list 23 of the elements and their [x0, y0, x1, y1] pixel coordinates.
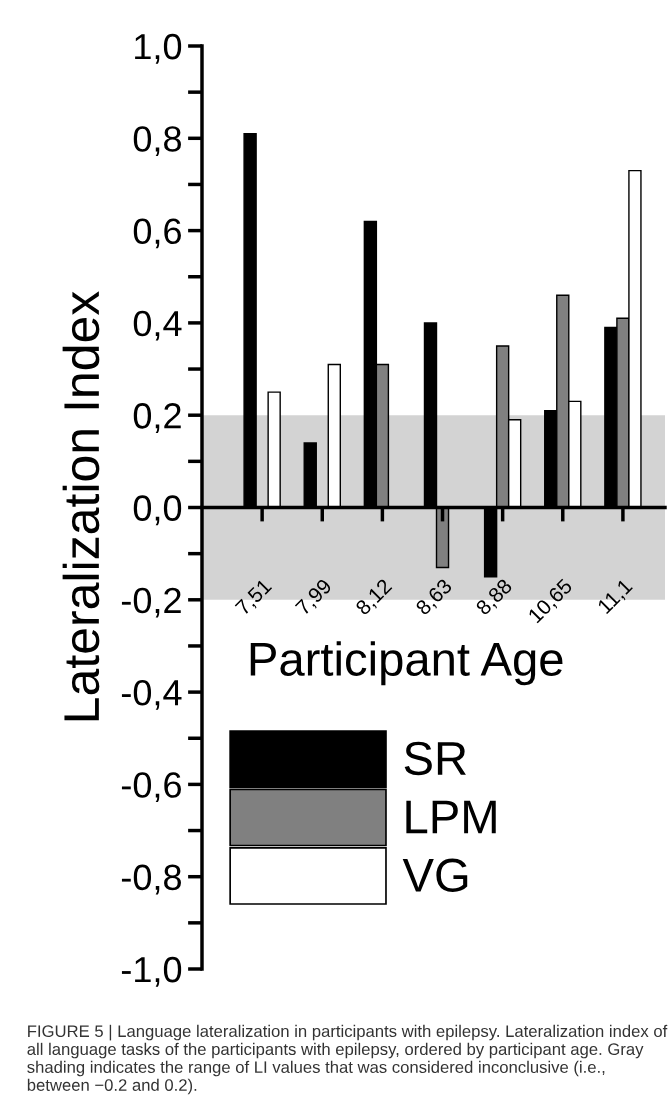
y-tick-label: 0,2 — [133, 403, 181, 433]
x-tick-label: 7,51 — [234, 578, 274, 618]
x-tick-label: 8,88 — [475, 577, 515, 618]
x-tick-label: 11,1 — [596, 578, 635, 616]
y-tick-label: -0,8 — [121, 864, 181, 895]
legend-label: VG — [402, 858, 468, 893]
legend-label: SR — [404, 741, 466, 776]
legend-label: LPM — [406, 800, 496, 834]
y-tick-label: 0,0 — [133, 495, 182, 526]
y-tick-label: -0,6 — [121, 772, 181, 803]
y-axis-title: Lateralization Index — [62, 291, 100, 721]
y-tick-label: 0,6 — [133, 218, 181, 249]
caption: FIGURE 5 | Language lateralization in participants with epilepsy. Lateralization index of all language tasks of the participants with epilepsy, ordered by participant age. Gray shading indicates the range of LI values that was considered inconclusive (i.e., between −0.2 and 0.2). — [27, 1024, 668, 1095]
y-tick-label: 0,8 — [133, 126, 181, 157]
y-tick-label: 1,0 — [135, 33, 182, 64]
x-tick-label: 8,63 — [414, 577, 455, 618]
x-tick-label: 8,12 — [354, 578, 395, 618]
y-tick-label: 0,4 — [133, 310, 182, 341]
y-tick-label: -0,2 — [121, 587, 181, 618]
x-tick-label: 7,99 — [294, 578, 335, 618]
y-tick-label: -1,0 — [121, 956, 182, 987]
x-axis-title: Participant Age — [250, 641, 563, 686]
y-tick-label: -0,4 — [121, 679, 182, 710]
